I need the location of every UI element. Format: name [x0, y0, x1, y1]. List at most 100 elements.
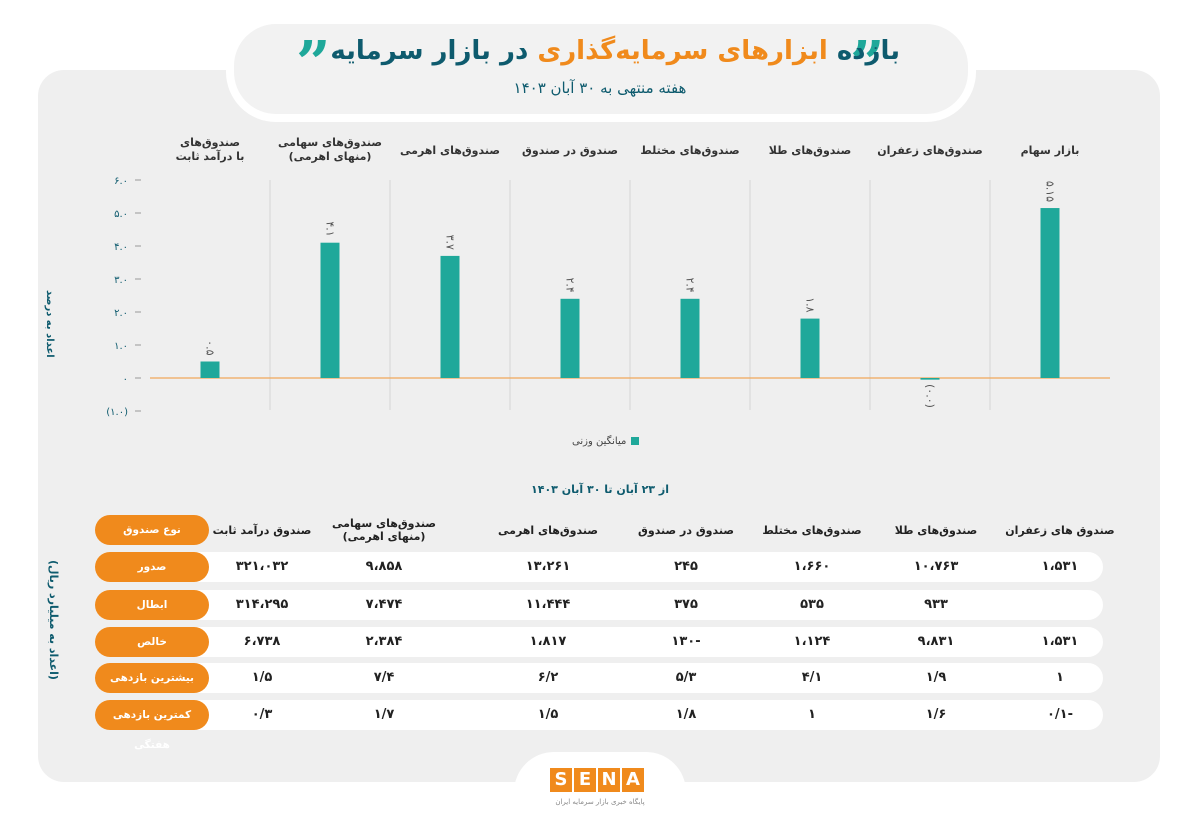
quote-right-icon: ”	[850, 29, 885, 99]
y-tick-label: (۱.۰)	[106, 407, 128, 418]
table-cell: ۵۳۵	[800, 597, 824, 612]
row-label-pill: ابطال	[95, 590, 209, 620]
category-label-line: صندوق‌های	[180, 136, 240, 149]
table-cell: ۱،۸۱۷	[529, 634, 567, 649]
logo-letter: N	[598, 768, 620, 792]
table-cell: ۱۱،۴۴۴	[525, 597, 571, 612]
category-label: صندوق‌های زعفران	[872, 144, 988, 158]
row-label-pill: صدور	[95, 552, 209, 582]
bar	[560, 298, 580, 378]
page-title: بازده ابزارهای سرمایه‌گذاری در بازار سرم…	[330, 36, 900, 66]
table-cell: ۹۳۳	[924, 597, 948, 612]
category-label: صندوق‌های با درآمد ثابت	[152, 136, 268, 164]
bar-value-label: ۱.۸	[804, 297, 817, 312]
table-column-header: صندوق‌های مختلط	[762, 524, 862, 537]
y-tick-label: ۵.۰	[114, 209, 128, 220]
category-label-line: صندوق‌های سهامی	[278, 136, 382, 149]
table-cell: ۱۰،۷۶۳	[913, 559, 959, 574]
table-cell: ۱/۵	[251, 670, 273, 685]
table-cell: ۱	[1056, 670, 1064, 685]
bar-value-label: ۴.۱	[324, 221, 337, 236]
category-label-line: صندوق‌های زعفران	[877, 144, 983, 157]
y-tick-label: ۴.۰	[114, 242, 128, 253]
bar-value-label: ۰.۵	[204, 340, 217, 355]
y-tick-label: ۱.۰	[114, 341, 128, 352]
category-label: صندوق در صندوق	[512, 144, 628, 158]
table-header-pill: نوع صندوق	[95, 515, 209, 545]
category-label-line: بازار سهام	[1020, 144, 1080, 157]
table-cell: ۱/۹	[925, 670, 947, 685]
title-part-2: ابزارهای سرمایه‌گذاری	[537, 36, 828, 66]
table-row	[95, 663, 1103, 693]
table-cell: ۱،۵۳۱	[1041, 559, 1079, 574]
table-date-range: از ۲۳ آبان تا ۳۰ آبان ۱۴۰۳	[531, 483, 669, 496]
bar	[920, 378, 940, 380]
category-label: صندوق‌های اهرمی	[392, 144, 508, 158]
category-label-line: با درآمد ثابت	[175, 150, 245, 163]
table-cell: ۶/۲	[537, 670, 559, 685]
table-column-header: صندوق در صندوق	[638, 524, 734, 537]
table-cell: ۱/۸	[675, 707, 697, 722]
table-cell: ۱،۱۲۴	[793, 634, 831, 649]
logo-letter: A	[622, 768, 644, 792]
bar-value-label: ۳.۷	[444, 235, 457, 250]
category-label-line: (منهای اهرمی)	[288, 150, 372, 163]
title-banner	[232, 22, 970, 116]
bar	[680, 298, 700, 378]
table-row	[95, 700, 1103, 730]
bar-chart: ۶.۰ ۵.۰ ۴.۰ ۳.۰ ۲.۰ ۱.۰ ۰ (۱.۰) ۵.۱۵ (۰.۰) ۱.۸ ۲.۴ ۲…	[106, 176, 1110, 418]
y-tick-label: ۶.۰	[114, 176, 128, 187]
table-cell: ۳۱۴،۲۹۵	[235, 597, 289, 612]
table-column-header: صندوق‌های سهامی (منهای اهرمی)	[332, 517, 436, 543]
table-cell: ۳۷۵	[674, 597, 698, 612]
legend-swatch	[631, 437, 640, 445]
category-label-line: صندوق‌های مختلط	[640, 144, 740, 157]
table-cell: ۱،۶۶۰	[793, 559, 831, 574]
table-cell: ۵/۳	[675, 670, 697, 685]
table-row	[95, 590, 1103, 620]
y-tick-label: ۳.۰	[114, 275, 128, 286]
category-label: صندوق‌های مختلط	[632, 144, 748, 158]
title-part-3: در بازار سرمایه	[330, 36, 529, 66]
logo-letter: S	[550, 768, 572, 792]
table-cell: ۱/۷	[373, 707, 395, 722]
logo-backdrop	[514, 752, 686, 832]
table-cell: ۱	[808, 707, 816, 722]
table-row	[95, 627, 1103, 657]
table-column-header: صندوق‌های اهرمی	[498, 524, 598, 537]
bar-value-label: ۲.۴	[564, 277, 577, 292]
category-label: صندوق‌های سهامی (منهای اهرمی)	[272, 136, 388, 164]
table-column-header: صندوق های زعفران	[1005, 524, 1115, 537]
row-label-pill: بیشترین بازدهی هفتگی	[95, 663, 209, 714]
table-cell: ۷،۴۷۴	[365, 597, 403, 612]
logo-letter: E	[574, 768, 596, 792]
table-cell: -۰/۱	[1046, 707, 1074, 722]
table-cell: ۴/۱	[801, 670, 823, 685]
table-cell: ۱،۵۳۱	[1041, 634, 1079, 649]
table-unit-label: (اعداد به میلیارد ریال)	[47, 560, 60, 680]
table-cell: ۳۲۱،۰۳۲	[235, 559, 289, 574]
table-cell: ۹،۸۵۸	[365, 559, 403, 574]
table-cell: ۱۳،۲۶۱	[525, 559, 571, 574]
table-cell: ۲،۳۸۴	[365, 634, 403, 649]
bar	[1040, 208, 1060, 378]
table-cell: -۱۳۰	[671, 634, 701, 649]
bar	[200, 361, 220, 378]
table-cell: ۱/۶	[925, 707, 947, 722]
bar	[440, 255, 460, 378]
chart-legend: میانگین وزنی	[572, 436, 640, 447]
bar-value-label: ۲.۴	[684, 277, 697, 292]
category-label-line: صندوق‌های طلا	[768, 144, 852, 157]
category-label: صندوق‌های طلا	[752, 144, 868, 158]
title-part-1: بازده	[836, 36, 900, 66]
row-label-pill: خالص	[95, 627, 209, 657]
y-tick-label: ۰	[123, 374, 128, 385]
y-tick-label: ۲.۰	[114, 308, 128, 319]
bar	[800, 318, 820, 378]
bar-value-label: ۵.۱۵	[1044, 181, 1057, 202]
table-cell: ۹،۸۳۱	[917, 634, 955, 649]
table-cell: ۱/۵	[537, 707, 559, 722]
table-column-header: صندوق درآمد ثابت	[212, 524, 312, 537]
legend-label: میانگین وزنی	[572, 436, 627, 447]
